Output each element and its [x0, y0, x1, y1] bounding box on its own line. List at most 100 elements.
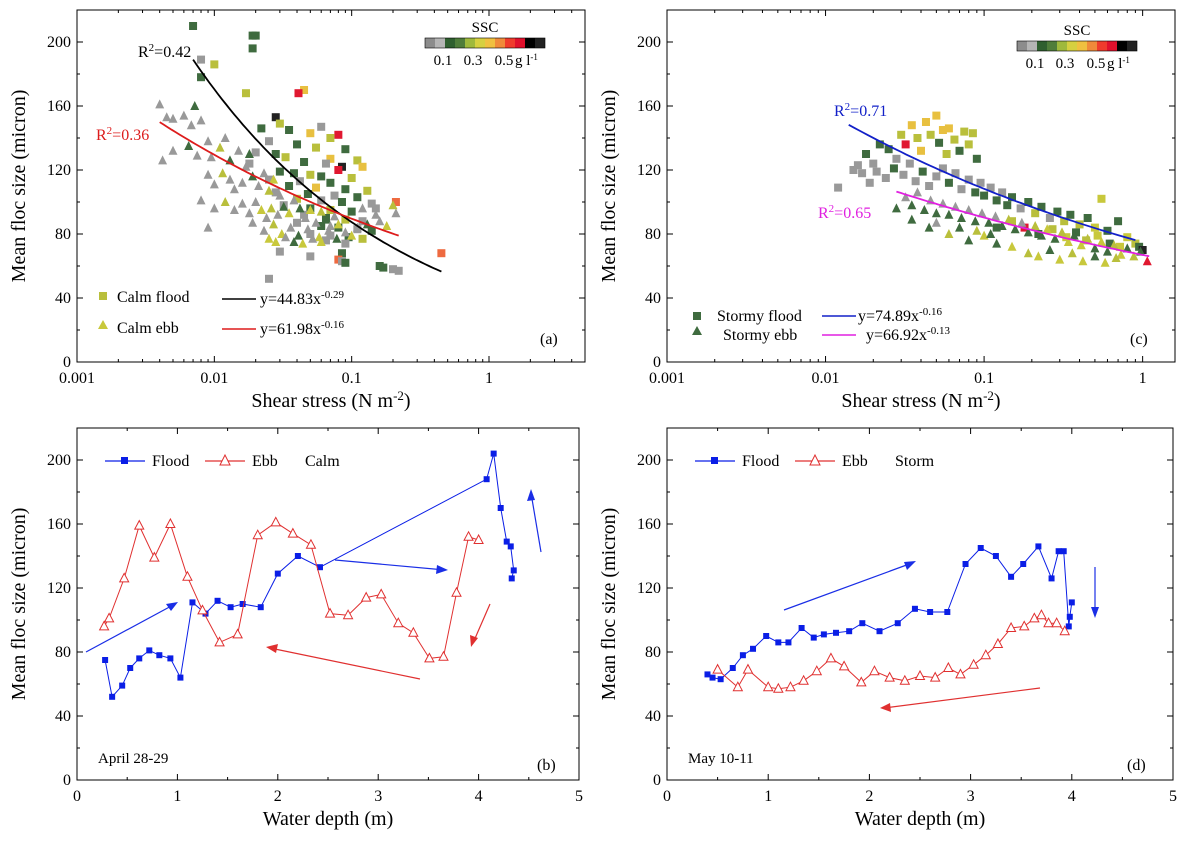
data-point-square [901, 140, 910, 149]
data-point-triangle [190, 101, 200, 110]
data-point-triangle-open [869, 665, 880, 676]
data-point-triangle [234, 145, 244, 155]
scatter-points-a [155, 22, 446, 283]
data-point-square [389, 265, 398, 274]
colorbar-swatch [1087, 41, 1097, 51]
data-point-square [1065, 623, 1072, 630]
legend-marker-ebb [219, 453, 231, 466]
legend-equation-black: y=44.83x-0.29 [260, 289, 344, 308]
data-point-square [316, 564, 323, 571]
legend-label-stormy-flood: Stormy flood [717, 308, 802, 325]
arrow-red-head [266, 644, 278, 653]
y-tick-label: 160 [637, 98, 661, 115]
data-point-square [1008, 573, 1015, 580]
data-point-triangle [1129, 251, 1139, 261]
data-point-square [739, 652, 746, 659]
plot-frame [76, 9, 586, 363]
data-point-square [1075, 220, 1084, 229]
y-tick-label: 200 [637, 34, 661, 51]
data-point-square [921, 118, 930, 126]
data-point-triangle [289, 195, 299, 205]
data-point-triangle [244, 149, 254, 158]
data-point-triangle-open [118, 572, 130, 583]
data-point-square [341, 258, 350, 267]
data-point-triangle [990, 211, 1000, 221]
data-point-square [1024, 198, 1033, 206]
data-point-triangle [244, 208, 254, 218]
data-point-square [932, 111, 941, 120]
data-point-square [798, 625, 805, 631]
data-point-triangle [295, 203, 305, 213]
data-point-square [353, 156, 362, 165]
data-point-triangle-open [103, 612, 115, 623]
data-point-triangle-open [980, 649, 992, 660]
data-point-triangle [324, 225, 334, 235]
data-point-square [899, 170, 908, 179]
data-point-square [241, 89, 250, 98]
data-point-triangle [229, 184, 239, 194]
data-point-square [709, 674, 716, 681]
panel-c: 0 40 80 120 160 200 0.001 0.01 0.1 1 Shear stress … [598, 9, 1176, 412]
data-point-square [907, 121, 916, 130]
legend-label-flood: Flood [742, 453, 779, 470]
trend-arrows-d [783, 561, 1099, 712]
data-point-triangle [1042, 224, 1052, 234]
data-point-triangle-open [943, 661, 954, 672]
data-point-square [729, 665, 736, 671]
data-point-square [437, 249, 446, 258]
data-point-triangle-open [955, 668, 966, 679]
data-point-triangle [1102, 246, 1112, 256]
data-point-square [274, 570, 281, 577]
y-axis-label: Mean floc size (micron) [8, 90, 30, 283]
x-tick-label: 0 [663, 788, 671, 805]
y-tick-label: 80 [55, 226, 71, 243]
x-tick-label: 1 [173, 788, 181, 805]
data-point-triangle [289, 237, 299, 246]
data-point-square [944, 609, 951, 615]
data-point-square [394, 266, 403, 275]
data-point-triangle-open [742, 663, 754, 674]
data-point-triangle [955, 222, 965, 232]
data-point-square [944, 178, 953, 187]
data-point-triangle-open [1005, 621, 1017, 632]
data-point-square [306, 170, 315, 179]
data-point-triangle [1142, 256, 1152, 266]
y-tick-label: 40 [55, 290, 71, 307]
arrow-red-head [880, 703, 891, 712]
x-tick-label: 0 [73, 788, 81, 805]
data-point-square [1114, 217, 1123, 226]
data-point-triangle [273, 209, 283, 219]
fit-curve [896, 190, 1150, 258]
data-point-triangle [912, 187, 922, 197]
data-point-triangle [269, 174, 279, 184]
data-point-square [717, 676, 724, 683]
data-point-square [127, 665, 134, 671]
data-point-triangle [1096, 237, 1106, 246]
colorbar-title: SSC [472, 20, 499, 36]
legend-condition: Calm [305, 453, 340, 470]
colorbar-swatch [495, 38, 505, 48]
data-point-square [353, 193, 362, 202]
data-point-triangle-open [785, 681, 796, 692]
data-point-square [197, 55, 206, 64]
data-point-square [950, 135, 959, 144]
panel-a: 0 40 80 120 160 200 0.001 0.01 0.1 1 Shear stress … [8, 9, 586, 412]
data-point-triangle [333, 219, 343, 229]
data-point-square [763, 633, 770, 639]
data-point-square [271, 150, 280, 158]
data-point-square [156, 652, 163, 659]
data-point-triangle [196, 115, 206, 125]
data-point-triangle-open [287, 527, 299, 538]
data-point-square [1066, 210, 1075, 219]
data-point-triangle-open [914, 669, 926, 680]
data-point-square [1097, 194, 1106, 203]
series-line [103, 521, 479, 659]
legend-marker-calm-flood [99, 292, 107, 300]
data-point-square [303, 190, 312, 198]
data-point-triangle [382, 221, 392, 230]
arrow-blue-head [166, 602, 178, 611]
data-point-square [1062, 233, 1071, 242]
data-point-square [834, 183, 843, 192]
data-point-square [317, 172, 326, 181]
data-point-triangle [293, 230, 303, 240]
